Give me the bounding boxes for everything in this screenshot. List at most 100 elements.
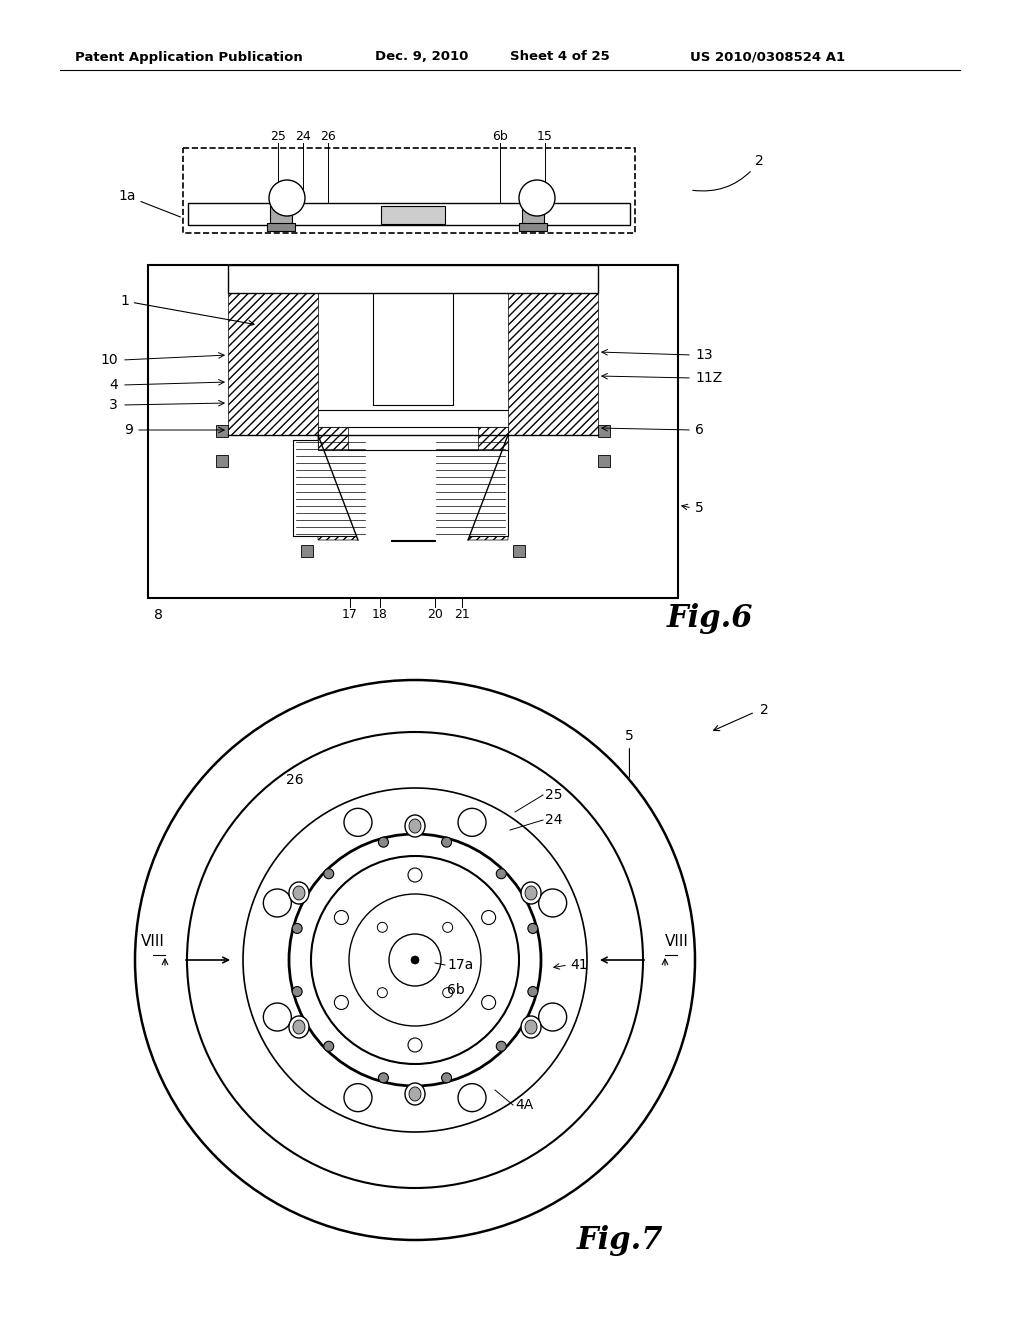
Bar: [148, 265, 228, 598]
Circle shape: [442, 987, 453, 998]
Text: 5: 5: [695, 502, 703, 515]
Text: Sheet 4 of 25: Sheet 4 of 25: [510, 50, 609, 63]
Bar: [183, 148, 635, 234]
Text: 21: 21: [454, 609, 470, 622]
Text: 8: 8: [154, 609, 163, 622]
Text: 24: 24: [545, 813, 562, 828]
Circle shape: [442, 923, 453, 932]
Circle shape: [187, 733, 643, 1188]
Text: 4: 4: [110, 378, 118, 392]
Text: 18: 18: [372, 609, 388, 622]
Text: 5: 5: [625, 729, 634, 777]
Text: 41: 41: [570, 958, 588, 972]
Text: 17: 17: [342, 609, 358, 622]
Ellipse shape: [521, 882, 541, 904]
Circle shape: [324, 869, 334, 879]
Text: 20: 20: [427, 609, 443, 622]
Bar: [513, 545, 525, 557]
Text: 13: 13: [695, 348, 713, 362]
Text: VIII: VIII: [665, 935, 689, 949]
Ellipse shape: [289, 1016, 309, 1038]
Circle shape: [441, 1073, 452, 1082]
Text: Fig.7: Fig.7: [577, 1225, 664, 1255]
Bar: [228, 540, 598, 598]
Text: Patent Application Publication: Patent Application Publication: [75, 50, 303, 63]
Bar: [318, 426, 508, 450]
Circle shape: [441, 837, 452, 847]
Ellipse shape: [525, 886, 537, 900]
Circle shape: [379, 1073, 388, 1082]
Circle shape: [377, 987, 387, 998]
Ellipse shape: [521, 1016, 541, 1038]
Bar: [216, 455, 228, 467]
Circle shape: [263, 1003, 292, 1031]
Bar: [381, 206, 445, 224]
Ellipse shape: [289, 882, 309, 904]
Bar: [508, 265, 598, 436]
Circle shape: [458, 808, 486, 837]
Text: 6: 6: [695, 422, 703, 437]
Bar: [522, 205, 544, 224]
Ellipse shape: [406, 814, 425, 837]
Circle shape: [379, 837, 388, 847]
Circle shape: [527, 924, 538, 933]
Bar: [519, 223, 547, 231]
Circle shape: [269, 180, 305, 216]
Circle shape: [497, 869, 506, 879]
Text: Fig.6: Fig.6: [667, 602, 754, 634]
Text: 15: 15: [537, 131, 553, 144]
Text: 2: 2: [760, 704, 769, 717]
Text: 3: 3: [110, 399, 118, 412]
Bar: [270, 205, 292, 224]
Bar: [318, 426, 348, 450]
Bar: [216, 425, 228, 437]
Text: 1a: 1a: [118, 189, 180, 216]
Circle shape: [458, 1084, 486, 1111]
Circle shape: [135, 680, 695, 1239]
Text: 6b: 6b: [447, 983, 465, 997]
Circle shape: [263, 888, 292, 917]
Ellipse shape: [409, 818, 421, 833]
Circle shape: [349, 894, 481, 1026]
Circle shape: [243, 788, 587, 1133]
Circle shape: [289, 834, 541, 1086]
Circle shape: [539, 1003, 566, 1031]
Bar: [598, 265, 678, 598]
Circle shape: [408, 1038, 422, 1052]
Bar: [293, 440, 368, 536]
Circle shape: [481, 995, 496, 1010]
Text: 17a: 17a: [447, 958, 473, 972]
Circle shape: [408, 869, 422, 882]
Bar: [148, 265, 678, 598]
Text: US 2010/0308524 A1: US 2010/0308524 A1: [690, 50, 845, 63]
Bar: [598, 425, 610, 437]
Text: 2: 2: [693, 154, 764, 191]
Bar: [301, 545, 313, 557]
Bar: [267, 223, 295, 231]
Ellipse shape: [293, 886, 305, 900]
Polygon shape: [318, 436, 508, 540]
Bar: [433, 440, 508, 536]
Bar: [373, 265, 453, 405]
Text: 26: 26: [286, 774, 304, 787]
Circle shape: [292, 986, 302, 997]
Bar: [373, 265, 453, 405]
Text: 25: 25: [545, 788, 562, 803]
Circle shape: [344, 808, 372, 837]
Circle shape: [344, 1084, 372, 1111]
Circle shape: [335, 995, 348, 1010]
Text: 6b: 6b: [493, 131, 508, 144]
Text: 4A: 4A: [515, 1098, 534, 1111]
Circle shape: [539, 888, 566, 917]
Circle shape: [497, 1041, 506, 1051]
Text: 25: 25: [270, 131, 286, 144]
Text: 1: 1: [120, 294, 254, 326]
Circle shape: [324, 1041, 334, 1051]
Ellipse shape: [293, 1020, 305, 1034]
Bar: [188, 203, 630, 224]
Circle shape: [527, 986, 538, 997]
Bar: [228, 265, 598, 293]
Text: 9: 9: [124, 422, 133, 437]
Text: Dec. 9, 2010: Dec. 9, 2010: [375, 50, 468, 63]
Bar: [598, 455, 610, 467]
